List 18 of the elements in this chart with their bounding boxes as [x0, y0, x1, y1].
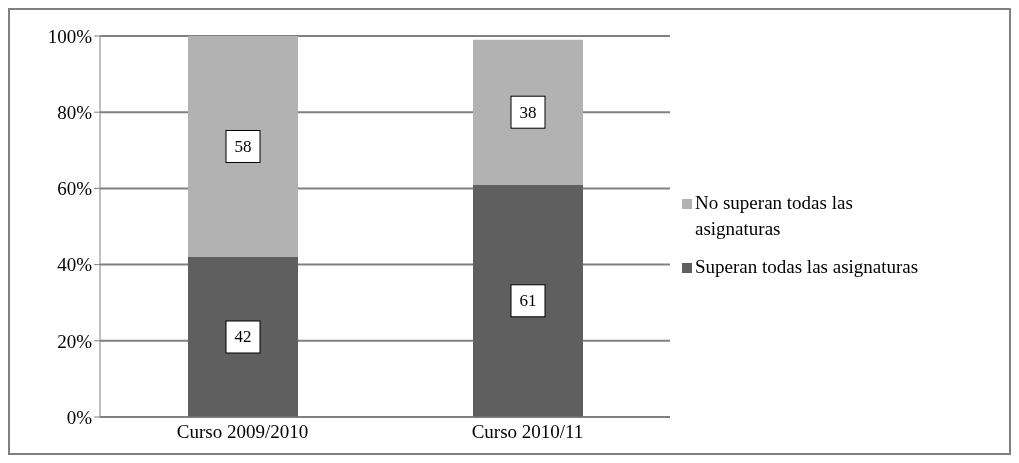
bar — [473, 184, 583, 417]
data-label: 58 — [234, 136, 252, 156]
y-tick-label: 80% — [57, 101, 93, 123]
y-tick-label: 40% — [57, 254, 93, 276]
legend-label: No superan todas las asignaturas — [695, 191, 854, 241]
bar — [188, 256, 298, 417]
x-tick-label: Curso 2010/11 — [471, 421, 584, 443]
y-tick-label: 0% — [66, 406, 93, 428]
x-tick-label: Curso 2009/2010 — [176, 421, 309, 443]
legend-label: Superan todas las asignaturas — [695, 255, 920, 279]
y-tick-label: 60% — [57, 178, 93, 200]
y-tick-label: 100% — [47, 25, 93, 47]
data-label: 61 — [519, 291, 537, 311]
data-label: 38 — [519, 102, 537, 122]
data-label: 42 — [234, 327, 252, 347]
bar — [473, 39, 583, 185]
y-tick-label: 20% — [57, 330, 93, 352]
bar — [188, 36, 298, 257]
